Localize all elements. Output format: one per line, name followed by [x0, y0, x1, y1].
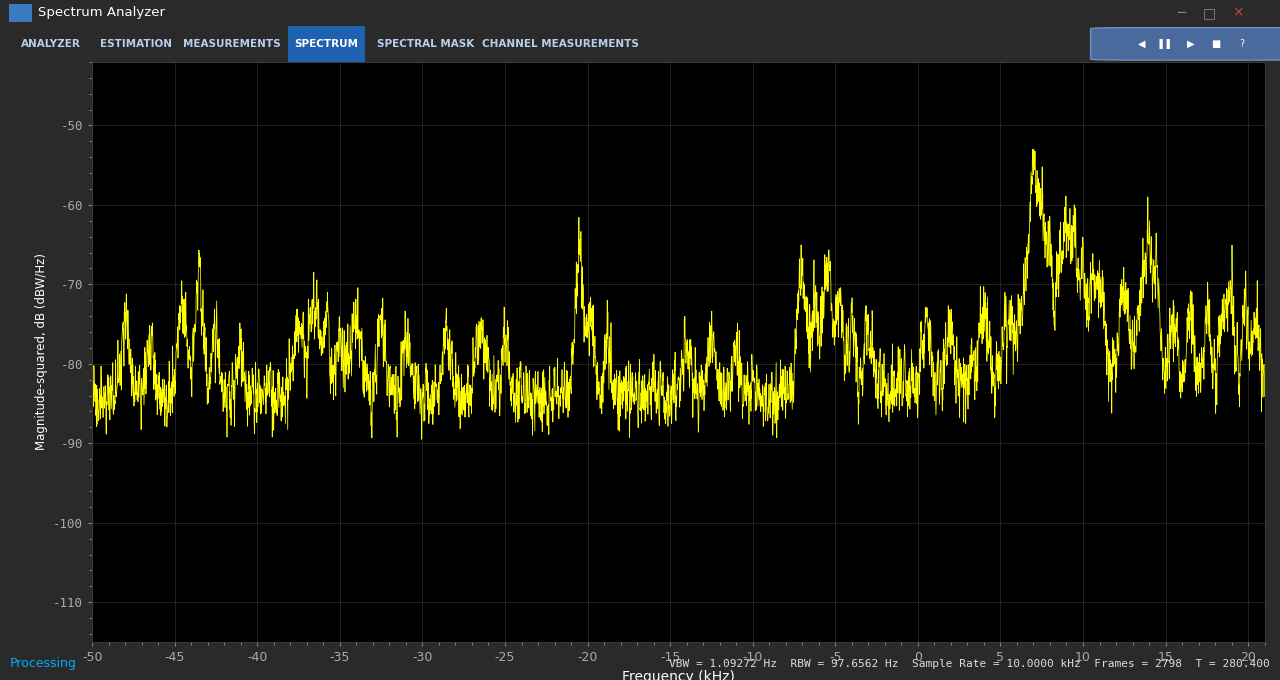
- X-axis label: Frequency (kHz): Frequency (kHz): [622, 670, 735, 680]
- Text: MEASUREMENTS: MEASUREMENTS: [183, 39, 280, 49]
- Text: ◀: ◀: [1138, 39, 1146, 49]
- Text: SPECTRAL MASK: SPECTRAL MASK: [378, 39, 474, 49]
- Bar: [288, 26, 365, 62]
- Text: ×: ×: [1231, 6, 1244, 20]
- Text: ANALYZER: ANALYZER: [20, 39, 81, 49]
- Text: CHANNEL MEASUREMENTS: CHANNEL MEASUREMENTS: [481, 39, 639, 49]
- Text: VBW = 1.09272 Hz  RBW = 97.6562 Hz  Sample Rate = 10.0000 kHz  Frames = 2798  T : VBW = 1.09272 Hz RBW = 97.6562 Hz Sample…: [669, 659, 1270, 668]
- Text: ESTIMATION: ESTIMATION: [100, 39, 172, 49]
- Text: ■: ■: [1211, 39, 1221, 49]
- Text: Spectrum Analyzer: Spectrum Analyzer: [38, 6, 165, 20]
- Text: ▶: ▶: [1187, 39, 1194, 49]
- Text: □: □: [1203, 6, 1216, 20]
- FancyBboxPatch shape: [1091, 28, 1280, 60]
- Text: SPECTRUM: SPECTRUM: [294, 39, 358, 49]
- Text: ?: ?: [1239, 39, 1244, 49]
- Text: Processing: Processing: [10, 657, 77, 670]
- Bar: [9, 4, 32, 22]
- Y-axis label: Magnitude-squared, dB (dBW/Hz): Magnitude-squared, dB (dBW/Hz): [35, 254, 47, 450]
- Text: ❚❚: ❚❚: [1157, 39, 1172, 49]
- Text: ─: ─: [1178, 6, 1185, 20]
